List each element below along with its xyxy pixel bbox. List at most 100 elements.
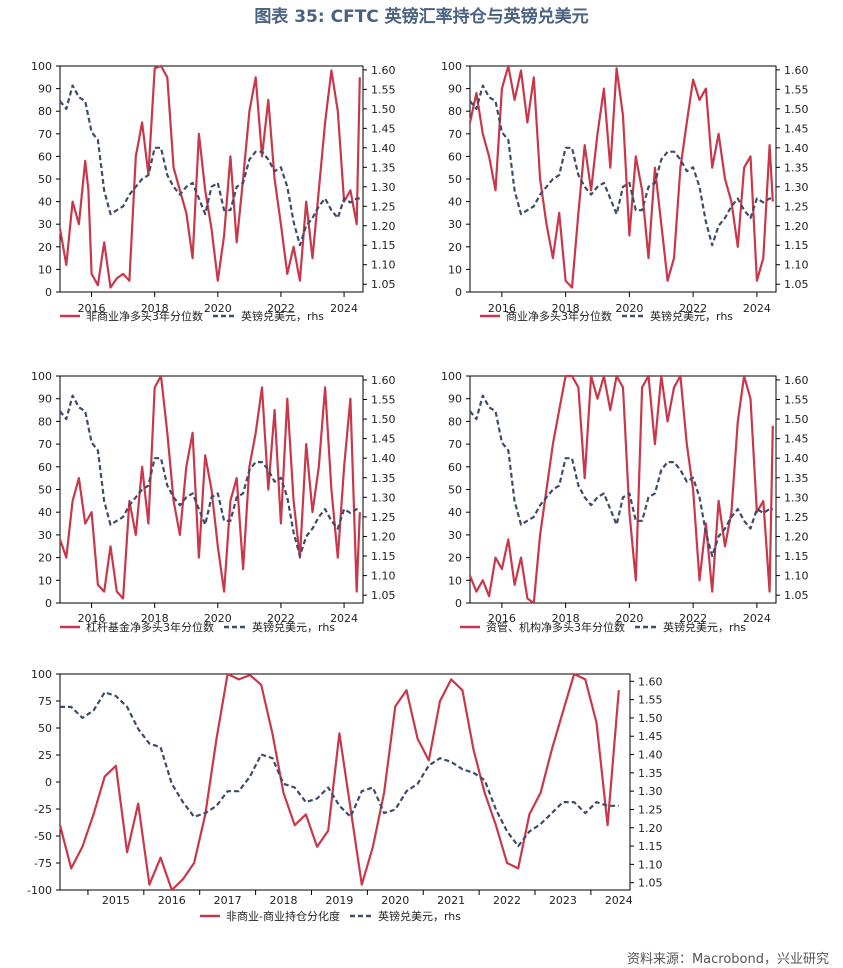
y-tick-label: 10: [38, 574, 52, 587]
legend-label-gbpusd: 英镑兑美元，rhs: [650, 309, 733, 323]
y-rhs-tick-label: 1.10: [638, 858, 663, 871]
chart-panel-5: -100 -75 -50 -25 0 25 50 75 100 1.05 1.10 1.15 1.20 1…: [27, 668, 662, 923]
y-tick-label: 40: [448, 196, 462, 209]
x-tick-label: 2022: [267, 612, 295, 625]
y-tick-label: 40: [38, 196, 52, 209]
series-positioning-line: [58, 64, 361, 289]
y-rhs-tick-label: 1.50: [784, 413, 809, 426]
y-tick-label: 20: [448, 552, 462, 565]
y-tick-label: 75: [38, 695, 52, 708]
x-tick-label: 2021: [437, 894, 465, 907]
y-tick-label: -75: [34, 857, 52, 870]
legend-label-positioning: 非商业-商业持仓分化度: [226, 909, 340, 923]
x-tick-label: 2018: [141, 612, 169, 625]
y-rhs-tick-label: 1.15: [371, 239, 396, 252]
x-tick-label: 2020: [615, 612, 643, 625]
y-rhs-tick-label: 1.40: [371, 452, 396, 465]
y-tick-label: 60: [38, 150, 52, 163]
y-tick-label: 10: [38, 263, 52, 276]
y-tick-label: 50: [38, 484, 52, 497]
y-rhs-tick-label: 1.30: [371, 181, 396, 194]
y-rhs-tick-label: 1.25: [371, 511, 396, 524]
legend: 资管、机构净多头3年分位数 英镑兑美元，rhs: [460, 620, 746, 634]
y-rhs-tick-label: 1.30: [784, 491, 809, 504]
legend-label-gbpusd: 英镑兑美元，rhs: [378, 909, 461, 923]
y-tick-label: 40: [38, 506, 52, 519]
x-tick-label: 2018: [552, 612, 580, 625]
x-tick-label: 2020: [381, 894, 409, 907]
y-rhs-tick-label: 1.20: [784, 220, 809, 233]
y-rhs-tick-label: 1.40: [638, 749, 663, 762]
x-tick-label: 2022: [267, 302, 295, 315]
series-positioning-line: [58, 374, 361, 600]
legend-label-gbpusd: 英镑兑美元，rhs: [252, 620, 335, 634]
y-rhs-tick-label: 1.30: [371, 491, 396, 504]
plot-frame: [469, 375, 777, 604]
y-tick-label: 0: [45, 597, 52, 610]
x-tick-label: 2023: [549, 894, 577, 907]
y-rhs-tick-label: 1.45: [638, 730, 663, 743]
y-tick-label: 50: [448, 173, 462, 186]
y-rhs-tick-label: 1.35: [784, 472, 809, 485]
y-tick-label: 30: [38, 218, 52, 231]
series-positioning-line: [468, 374, 774, 605]
y-rhs-tick-label: 1.05: [784, 278, 809, 291]
series-gbpusd-line: [59, 394, 360, 558]
y-tick-label: 50: [38, 173, 52, 186]
x-tick-label: 2017: [214, 894, 242, 907]
x-tick-label: 2024: [743, 302, 771, 315]
y-tick-label: 80: [448, 105, 462, 118]
y-rhs-tick-label: 1.40: [784, 142, 809, 155]
y-tick-label: 40: [448, 506, 462, 519]
y-tick-label: 0: [455, 597, 462, 610]
y-tick-label: 10: [448, 263, 462, 276]
y-rhs-tick-label: 1.40: [784, 452, 809, 465]
x-tick-label: 2018: [270, 894, 298, 907]
y-rhs-tick-label: 1.55: [638, 694, 663, 707]
y-tick-label: 60: [38, 461, 52, 474]
x-tick-label: 2022: [679, 612, 707, 625]
y-tick-label: 60: [448, 461, 462, 474]
plot-frame: [469, 65, 777, 293]
legend-label-positioning: 非商业净多头3年分位数: [86, 309, 203, 323]
x-tick-label: 2016: [488, 302, 516, 315]
y-rhs-tick-label: 1.60: [784, 64, 809, 77]
figure-title: 图表 35: CFTC 英镑汇率持仓与英镑兑美元: [254, 7, 589, 27]
series-gbpusd-line: [59, 84, 360, 247]
y-rhs-tick-label: 1.40: [371, 142, 396, 155]
x-tick-label: 2020: [204, 612, 232, 625]
y-rhs-tick-label: 1.05: [638, 877, 663, 890]
y-tick-label: 20: [38, 241, 52, 254]
chart-panel-2: 0 10 20 30 40 50 60 70 80 90 100 1.05 1.10 1.15 1.20 1.…: [441, 60, 809, 323]
y-tick-label: 30: [448, 529, 462, 542]
y-tick-label: 90: [448, 393, 462, 406]
x-tick-label: 2016: [78, 612, 106, 625]
chart-panel-4: 0 10 20 30 40 50 60 70 80 90 100 1.05 1.10 1.15 1.20 1.…: [441, 370, 809, 634]
y-tick-label: 100: [441, 60, 462, 73]
y-rhs-tick-label: 1.15: [784, 239, 809, 252]
y-rhs-tick-label: 1.35: [371, 472, 396, 485]
x-tick-label: 2020: [204, 302, 232, 315]
y-rhs-tick-label: 1.05: [784, 589, 809, 602]
y-rhs-tick-label: 1.10: [371, 259, 396, 272]
x-tick-label: 2024: [330, 612, 358, 625]
y-rhs-tick-label: 1.25: [638, 803, 663, 816]
y-rhs-tick-label: 1.25: [371, 200, 396, 213]
series-positioning-line: [468, 64, 774, 289]
y-rhs-tick-label: 1.55: [371, 83, 396, 96]
legend: 非商业净多头3年分位数 英镑兑美元，rhs: [60, 309, 324, 323]
y-tick-label: 0: [45, 776, 52, 789]
y-tick-label: 90: [448, 83, 462, 96]
y-tick-label: 25: [38, 749, 52, 762]
y-rhs-tick-label: 1.35: [638, 767, 663, 780]
y-tick-label: 80: [448, 415, 462, 428]
y-rhs-tick-label: 1.45: [784, 433, 809, 446]
y-tick-label: 100: [31, 370, 52, 383]
y-rhs-tick-label: 1.15: [371, 550, 396, 563]
legend: 杠杆基金净多头3年分位数 英镑兑美元，rhs: [60, 620, 335, 634]
y-tick-label: 60: [448, 150, 462, 163]
y-rhs-tick-label: 1.25: [784, 200, 809, 213]
y-tick-label: 90: [38, 83, 52, 96]
y-rhs-tick-label: 1.35: [784, 161, 809, 174]
y-tick-label: -50: [34, 830, 52, 843]
